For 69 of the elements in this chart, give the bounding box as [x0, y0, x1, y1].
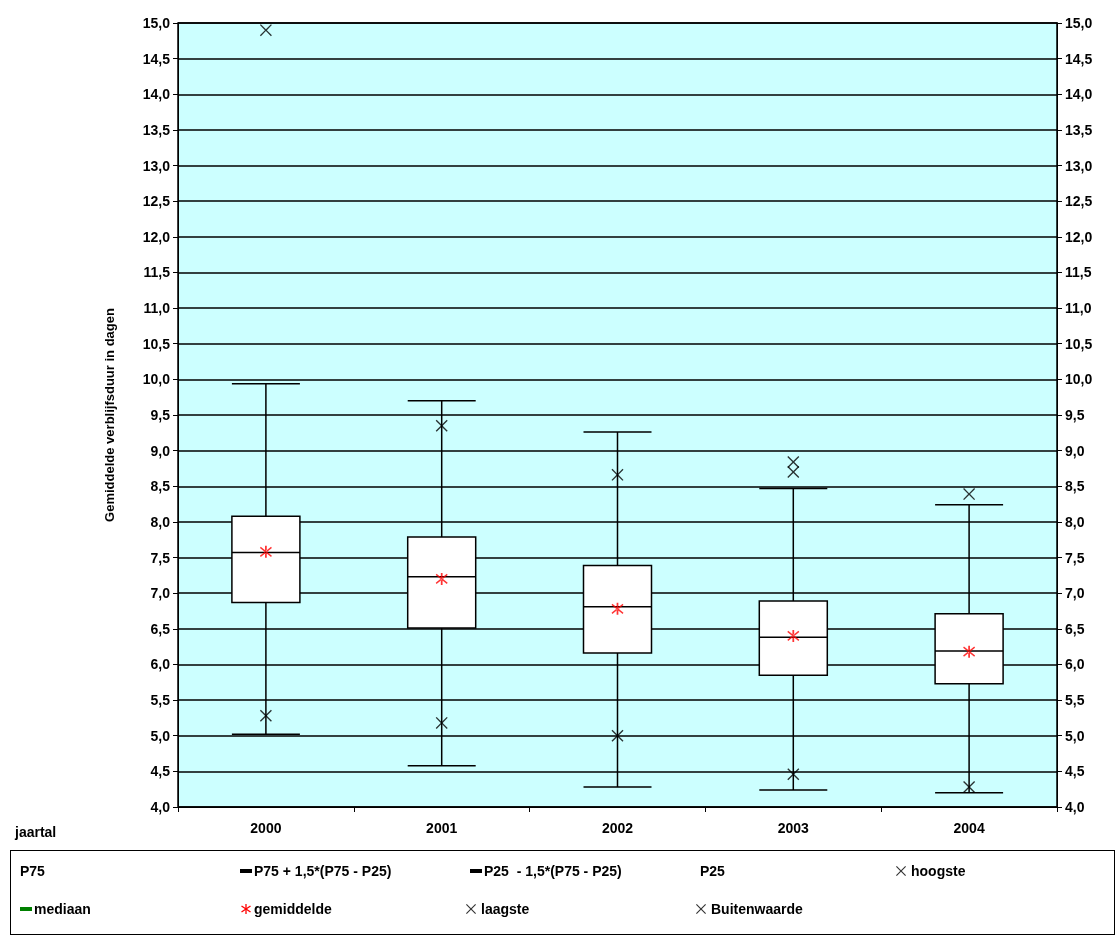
legend-label: Buitenwaarde: [711, 901, 804, 917]
y2-tick-label: 6,0: [1065, 656, 1085, 673]
text: jaartal: [15, 824, 57, 840]
y-tick-label: 5,5: [150, 692, 171, 709]
y-tick-label: 9,0: [150, 442, 171, 459]
y2-tick-label: 14,0: [1065, 86, 1093, 103]
y2-tick-label: 4,5: [1065, 763, 1085, 780]
y2-tick-label: 11,5: [1065, 264, 1092, 281]
y2-tick-label: 12,5: [1065, 193, 1093, 210]
y-tick-label: 14,0: [142, 86, 171, 103]
x-tick-label: 2002: [601, 820, 634, 836]
y-tick-label: 4,0: [150, 799, 171, 815]
y-axis-title: Gemiddelde verblijfsduur in dagen: [102, 308, 117, 522]
text: mediaan: [34, 901, 91, 917]
y-tick-label: 11,0: [143, 300, 171, 317]
y-tick-label: 14,5: [142, 50, 171, 67]
y-tick-label: 7,0: [150, 585, 171, 602]
y2-tick-label: 12,0: [1065, 228, 1093, 245]
x-tick-label: 2001: [426, 820, 458, 836]
y2-tick-label: 10,5: [1065, 335, 1093, 352]
y2-tick-label: 8,0: [1065, 513, 1085, 530]
point: [611, 729, 624, 742]
y-tick-label: 10,5: [142, 335, 171, 352]
y-tick-label: 12,0: [142, 228, 171, 245]
text: P75 + 1,5*(P75 - P25): [254, 863, 392, 879]
y2-tick-label: 15,0: [1065, 15, 1093, 31]
point: [611, 468, 624, 481]
y2-tick-label: 7,0: [1065, 585, 1085, 602]
y2-tick-label: 4,0: [1065, 799, 1085, 815]
y2-tick-label: 13,0: [1065, 157, 1093, 174]
x-tick-label: 2000: [250, 820, 282, 836]
y2-tick-label: 6,5: [1065, 620, 1085, 637]
text: P25: [700, 863, 725, 879]
y2-tick-label: 14,5: [1065, 50, 1093, 67]
text: P75: [20, 863, 45, 879]
y-tick-label: 4,5: [150, 763, 171, 780]
y-tick-label: 15,0: [142, 15, 171, 31]
y-tick-label: 13,0: [142, 157, 171, 174]
y-tick-label: 11,5: [143, 264, 171, 281]
y-tick-label: 13,5: [142, 121, 171, 138]
y-tick-label: 12,5: [142, 193, 171, 210]
y-tick-label: 10,0: [142, 371, 171, 388]
y-tick-label: 9,5: [150, 407, 171, 423]
legend-label: laagste: [481, 901, 530, 917]
y2-tick-label: 7,5: [1065, 549, 1085, 566]
y2-tick-label: 10,0: [1065, 371, 1093, 388]
y2-tick-label: 9,0: [1065, 442, 1085, 459]
y2-tick-label: 5,0: [1065, 727, 1085, 744]
y2-tick-label: 8,5: [1065, 478, 1085, 495]
legend-label: hoogste: [911, 863, 966, 879]
y-tick-label: 7,5: [150, 549, 171, 566]
y2-tick-label: 5,5: [1065, 692, 1085, 709]
point: [259, 709, 272, 722]
y-tick-label: 8,5: [150, 478, 171, 495]
point: [787, 466, 800, 479]
point: [787, 456, 800, 469]
y2-tick-label: 9,5: [1065, 407, 1085, 423]
x-tick-label: 2004: [953, 820, 985, 836]
y-tick-label: 6,5: [150, 620, 171, 637]
y2-tick-label: 11,0: [1065, 300, 1092, 317]
text: gemiddelde: [254, 901, 332, 917]
y-tick-label: 8,0: [150, 513, 171, 530]
x-tick-label: 2003: [777, 820, 810, 836]
point: [787, 768, 800, 781]
y-tick-label: 6,0: [150, 656, 171, 673]
y-tick-label: 5,0: [150, 727, 171, 744]
text: P25 - 1,5*(P75 - P25): [484, 863, 622, 879]
y2-tick-label: 13,5: [1065, 121, 1093, 138]
point: [435, 716, 448, 729]
